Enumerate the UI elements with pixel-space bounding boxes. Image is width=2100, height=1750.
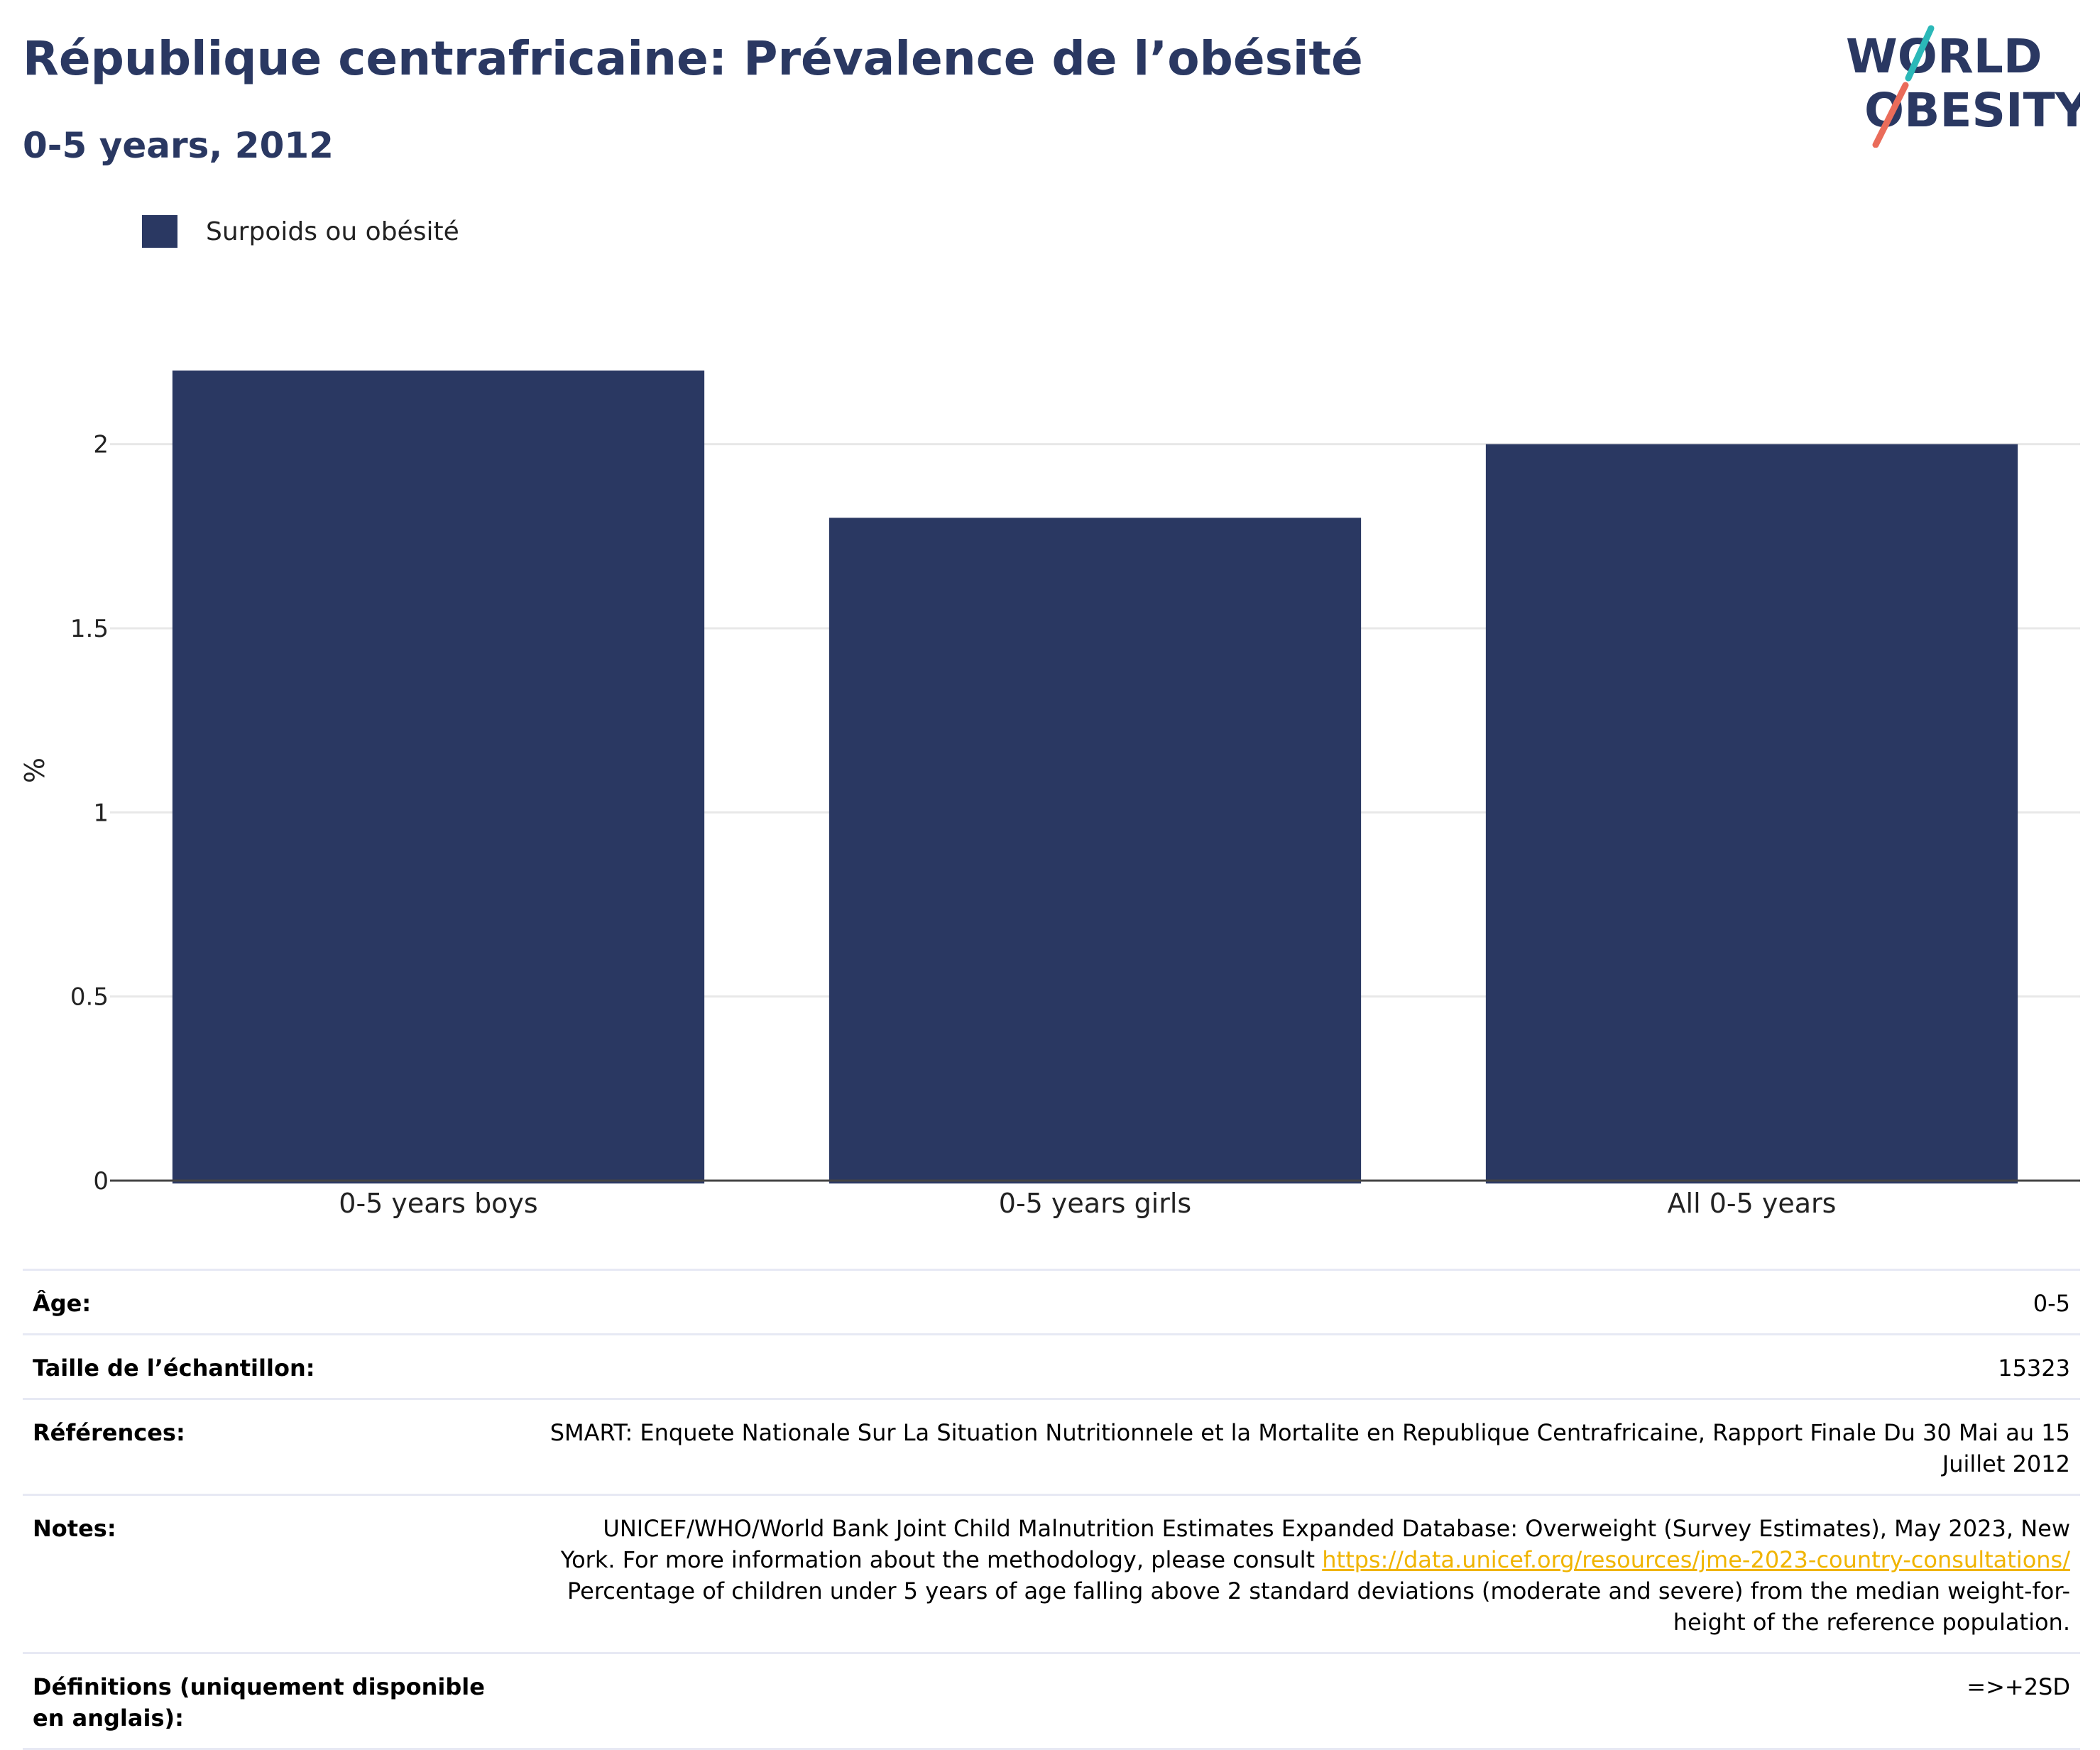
y-tick-label: 1 [93,799,109,827]
bar [172,370,705,1183]
logo-text-world: WORLD [1846,29,2042,84]
info-row-references: Références: SMART: Enquete Nationale Sur… [23,1398,2080,1494]
world-obesity-logo: WORLD OBESITY [1846,25,2080,148]
logo-slash-coral-icon [1872,82,1909,148]
info-label-notes: Notes: [33,1515,116,1542]
legend: Surpoids ou obésité [142,213,459,250]
x-tick-label: 0-5 years boys [339,1188,537,1219]
notes-text-before: UNICEF/WHO/World Bank Joint Child Malnut… [560,1515,2070,1573]
info-label-sample-size: Taille de l’échantillon: [33,1355,315,1382]
info-row-sample-size: Taille de l’échantillon: 15323 [23,1333,2080,1398]
info-value-sample-size: 15323 [1998,1355,2070,1382]
info-value-references: SMART: Enquete Nationale Sur La Situatio… [549,1419,2070,1477]
notes-text-after: Percentage of children under 5 years of … [567,1577,2070,1636]
info-label-age: Âge: [33,1290,92,1317]
legend-swatch [142,215,177,248]
notes-link[interactable]: https://data.unicef.org/resources/jme-20… [1322,1546,2070,1573]
bar-chart: 0 0.5 1 1.5 2 0-5 years boys 0-5 years girls Al… [19,370,2080,1219]
bars [172,370,2018,1184]
info-value-age: 0-5 [2033,1290,2070,1317]
info-value-notes: UNICEF/WHO/World Bank Joint Child Malnut… [515,1513,2070,1638]
y-tick-label: 1.5 [70,615,109,643]
chart-title: République centrafricaine: Prévalence de… [23,31,1363,86]
axes: 0 0.5 1 1.5 2 0-5 years boys 0-5 years girls Al… [19,431,2080,1219]
y-tick-label: 0 [93,1167,109,1196]
info-label-references: Références: [33,1419,185,1446]
chart-subtitle: 0-5 years, 2012 [23,125,334,166]
bar [1485,444,2018,1184]
x-tick-label: All 0-5 years [1668,1188,1837,1219]
y-tick-label: 2 [93,431,109,459]
info-label-definitions: Définitions (uniquement disponible en an… [33,1673,485,1732]
info-row-definitions: Définitions (uniquement disponible en an… [23,1652,2080,1750]
info-table: Âge: 0-5 Taille de l’échantillon: 15323 … [23,1269,2080,1750]
info-row-notes: Notes: UNICEF/WHO/World Bank Joint Child… [23,1494,2080,1652]
info-row-age: Âge: 0-5 [23,1269,2080,1333]
bar [828,518,1362,1183]
x-tick-label: 0-5 years girls [999,1188,1191,1219]
logo-slash-teal-icon [1905,25,1935,82]
y-axis-label: % [19,758,50,783]
info-value-definitions: =>+2SD [1967,1673,2070,1700]
legend-label: Surpoids ou obésité [206,217,459,246]
y-tick-label: 0.5 [70,983,109,1012]
